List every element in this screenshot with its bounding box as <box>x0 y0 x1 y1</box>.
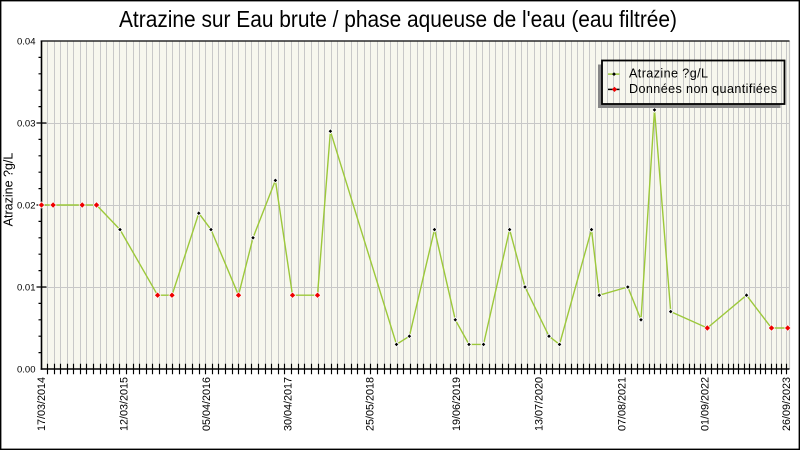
svg-text:07/08/2021: 07/08/2021 <box>617 377 629 431</box>
svg-text:05/04/2016: 05/04/2016 <box>201 377 213 431</box>
svg-text:0.04: 0.04 <box>17 36 36 47</box>
svg-text:0.01: 0.01 <box>17 282 36 293</box>
svg-text:12/03/2015: 12/03/2015 <box>119 377 131 431</box>
svg-text:0.02: 0.02 <box>17 200 36 211</box>
svg-text:Atrazine sur Eau brute / phase: Atrazine sur Eau brute / phase aqueuse d… <box>119 6 677 32</box>
svg-text:13/07/2020: 13/07/2020 <box>534 377 546 431</box>
svg-text:Atrazine ?g/L: Atrazine ?g/L <box>629 66 708 80</box>
svg-text:Atrazine ?g/L: Atrazine ?g/L <box>1 153 15 227</box>
svg-text:0.03: 0.03 <box>17 118 36 129</box>
svg-text:17/03/2014: 17/03/2014 <box>36 377 48 431</box>
svg-text:19/06/2019: 19/06/2019 <box>451 377 463 431</box>
svg-text:30/04/2017: 30/04/2017 <box>283 377 295 431</box>
svg-text:Données non quantifiées: Données non quantifiées <box>629 82 777 96</box>
svg-text:0.00: 0.00 <box>17 364 36 375</box>
svg-text:01/09/2022: 01/09/2022 <box>700 377 712 431</box>
svg-text:26/09/2023: 26/09/2023 <box>781 377 793 431</box>
svg-text:25/05/2018: 25/05/2018 <box>365 377 377 431</box>
